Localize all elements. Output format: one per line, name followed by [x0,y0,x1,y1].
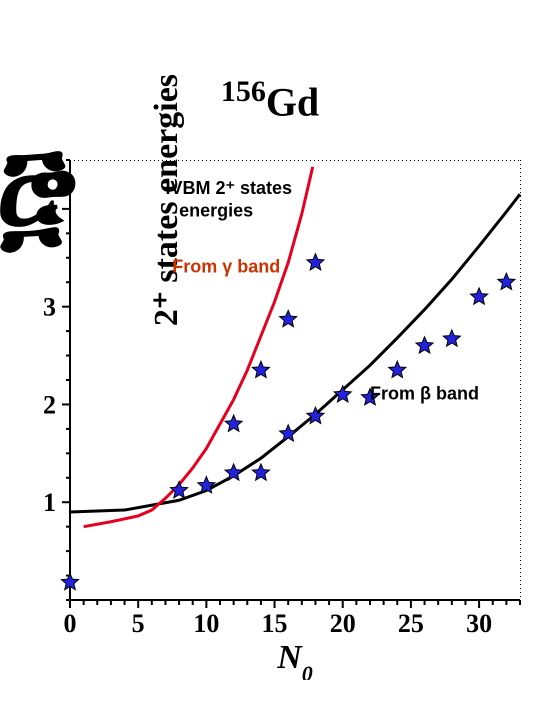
mass-number: 156 [221,75,266,108]
svg-text:5: 5 [132,609,145,638]
anno-beta: From β band [370,384,479,404]
data-point [334,386,351,402]
page-title: 156Gd [0,75,540,125]
red-band-curve [84,167,313,527]
data-point [443,330,460,346]
svg-text:10: 10 [193,609,219,638]
data-point [252,464,269,480]
svg-text:energies: energies [179,201,253,221]
chart-svg: 0 5 10 15 20 25 30 1 2 3 4 N0 IVBM 2⁺ states energies… [0,150,540,680]
data-point [471,288,488,304]
data-point [252,361,269,377]
data-point [307,254,324,270]
svg-text:25: 25 [398,609,424,638]
svg-text:1: 1 [43,488,56,517]
svg-text:20: 20 [330,609,356,638]
anno-gamma: From γ band [172,256,280,276]
svg-text:30: 30 [466,609,492,638]
data-point [280,310,297,326]
data-point [225,415,242,431]
figure: 156Gd ፸ 2⁺ states energies 0510152025301… [0,0,540,720]
data-point [498,273,515,289]
data-point [171,481,188,497]
svg-text:3: 3 [43,293,56,322]
element: Gd [266,79,319,124]
anno-ivbm: IVBM 2⁺ states [165,178,292,198]
svg-text:15: 15 [262,609,288,638]
svg-text:0: 0 [64,609,77,638]
svg-text:N0: N0 [276,639,313,680]
data-point [416,337,433,353]
svg-text:2: 2 [43,390,56,419]
chart-area: 0 5 10 15 20 25 30 1 2 3 4 N0 IVBM 2⁺ states energies… [0,150,540,680]
svg-text:4: 4 [43,195,56,224]
data-point [389,361,406,377]
